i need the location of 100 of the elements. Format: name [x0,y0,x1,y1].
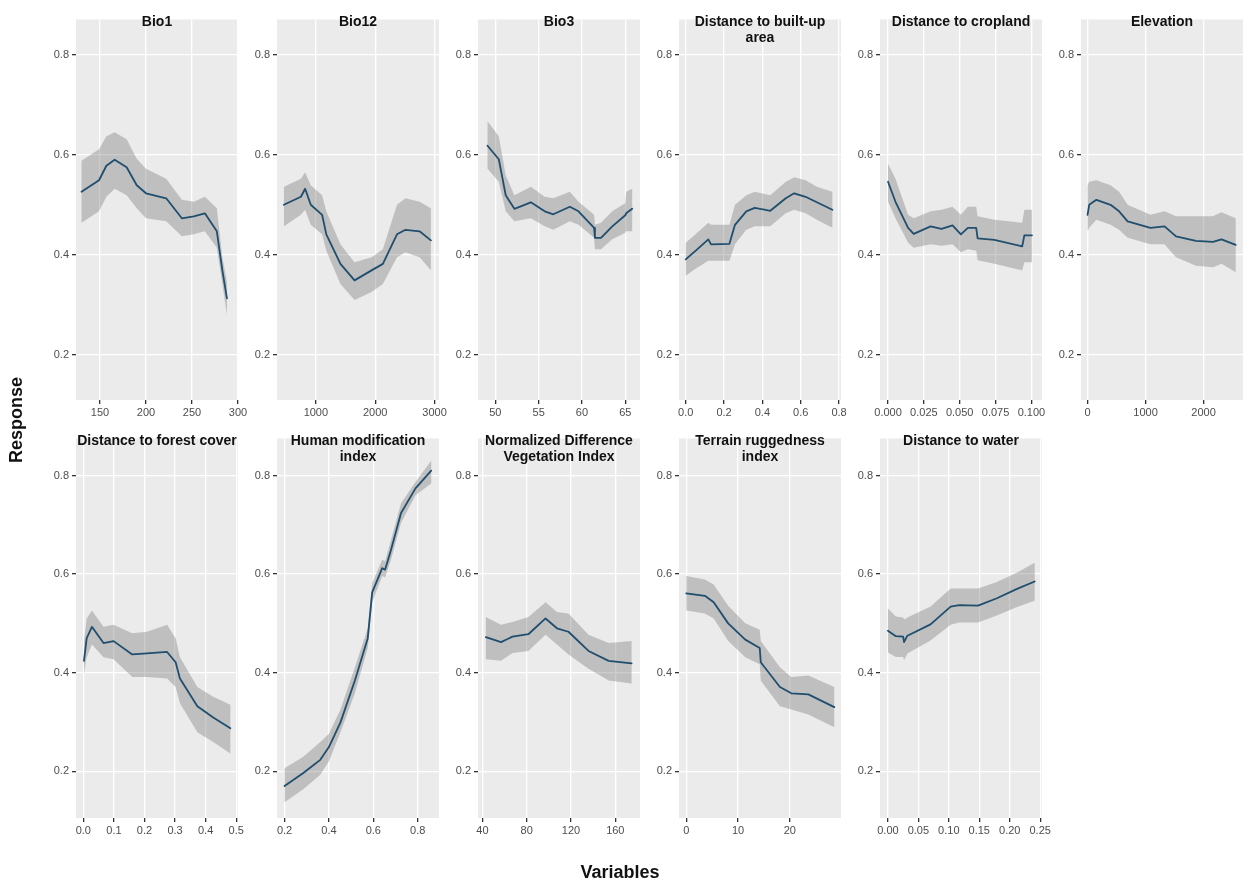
y-tick-label: 0.6 [857,147,873,160]
x-tick-label: 0.05 [907,823,930,836]
y-tick-label: 0.2 [53,347,69,360]
chart-title: Bio1 [140,13,174,29]
chart-title: Distance to water [902,432,1020,448]
x-tick-label: 0.2 [136,823,153,836]
y-tick-label: 0.2 [1058,347,1074,360]
x-tick-label: 0.6 [365,823,381,836]
y-tick-label: 0.2 [656,347,672,360]
y-tick-label: 0.4 [656,247,672,260]
x-tick-label: 300 [228,405,248,418]
x-tick-label: 0.5 [228,823,244,836]
x-tick-label: 0.8 [831,405,847,418]
y-tick-label: 0.6 [1058,147,1074,160]
chart-title: Bio3 [542,13,576,29]
y-axis-title: Response [5,376,27,464]
x-tick-label: 0.050 [945,405,974,418]
y-tick-label: 0.6 [857,567,873,580]
y-tick-label: 0.4 [857,665,873,678]
x-tick-label: 0.2 [716,405,732,418]
x-tick-label: 0.4 [321,823,337,836]
x-tick-label: 0.10 [938,823,960,836]
y-tick-label: 0.6 [254,147,270,160]
y-tick-label: 0.8 [857,47,873,60]
y-tick-label: 0.8 [254,47,270,60]
y-tick-label: 0.2 [857,347,873,360]
y-tick-label: 0.4 [857,247,873,260]
y-tick-label: 0.6 [53,147,69,160]
x-tick-label: 3000 [422,405,447,418]
y-tick-label: 0.6 [254,567,270,580]
x-tick-label: 55 [532,405,545,418]
y-tick-label: 0.8 [455,47,471,60]
chart-title: Distance to built-up area [693,13,827,45]
chart-title: Human modification index [289,432,427,464]
y-tick-label: 0.8 [254,468,270,481]
y-tick-label: 0.2 [857,764,873,777]
x-tick-label: 2000 [1191,405,1216,418]
chart-title: Bio12 [337,13,379,29]
x-tick-label: 0.6 [793,405,809,418]
x-tick-label: 20 [783,823,796,836]
y-tick-label: 0.8 [656,468,672,481]
x-tick-label: 0.4 [197,823,214,836]
x-tick-label: 0.1 [106,823,122,836]
x-tick-label: 2000 [362,405,388,418]
y-tick-label: 0.2 [656,764,672,777]
x-tick-label: 250 [182,405,202,418]
y-tick-label: 0.4 [53,665,69,678]
y-tick-label: 0.6 [455,567,471,580]
x-tick-label: 0.8 [410,823,426,836]
x-tick-label: 0 [683,823,690,836]
x-tick-label: 65 [619,405,632,418]
y-tick-label: 0.8 [1058,47,1074,60]
y-tick-label: 0.4 [53,247,69,260]
x-tick-label: 40 [476,823,489,836]
x-tick-label: 150 [90,405,110,418]
x-tick-label: 0.025 [910,405,938,418]
y-tick-label: 0.4 [254,665,270,678]
y-tick-label: 0.4 [1058,247,1074,260]
x-tick-label: 0.25 [1029,823,1051,836]
y-tick-label: 0.8 [53,47,69,60]
y-tick-label: 0.2 [254,764,270,777]
x-tick-label: 0.000 [874,405,902,418]
x-tick-label: 0 [1084,405,1091,418]
y-tick-label: 0.4 [455,665,471,678]
chart-title: Terrain ruggedness index [694,432,826,464]
x-tick-label: 60 [575,405,589,418]
x-tick-label: 0.0 [678,405,694,418]
x-tick-label: 0.4 [754,405,771,418]
y-tick-label: 0.6 [455,147,471,160]
y-tick-label: 0.8 [857,468,873,481]
y-tick-label: 0.8 [53,468,69,481]
y-tick-label: 0.8 [455,468,471,481]
x-tick-label: 10 [731,823,745,836]
chart-title: Normalized Difference Vegetation Index [484,432,634,464]
chart-title: Elevation [1129,13,1195,29]
y-tick-label: 0.6 [656,567,672,580]
chart-title: Distance to forest cover [76,432,238,448]
y-tick-label: 0.2 [455,764,471,777]
x-tick-label: 0.3 [167,823,183,836]
y-tick-label: 0.2 [53,764,69,777]
x-tick-label: 0.075 [981,405,1010,418]
chart-title: Distance to cropland [890,13,1032,29]
x-tick-label: 0.00 [877,823,899,836]
y-tick-label: 0.6 [53,567,69,580]
y-tick-label: 0.4 [455,247,471,260]
x-tick-label: 160 [606,823,625,836]
x-tick-label: 80 [520,823,533,836]
y-tick-label: 0.8 [656,47,672,60]
y-tick-label: 0.2 [254,347,270,360]
x-tick-label: 0.0 [75,823,91,836]
x-tick-label: 50 [489,405,502,418]
x-axis-title: Variables [580,862,660,883]
y-tick-label: 0.6 [656,147,672,160]
x-tick-label: 0.2 [276,823,293,836]
y-tick-label: 0.2 [455,347,471,360]
x-tick-label: 120 [561,823,581,836]
x-tick-label: 200 [136,405,156,418]
y-tick-label: 0.4 [656,665,672,678]
y-tick-label: 0.4 [254,247,270,260]
x-tick-label: 0.100 [1017,405,1046,418]
